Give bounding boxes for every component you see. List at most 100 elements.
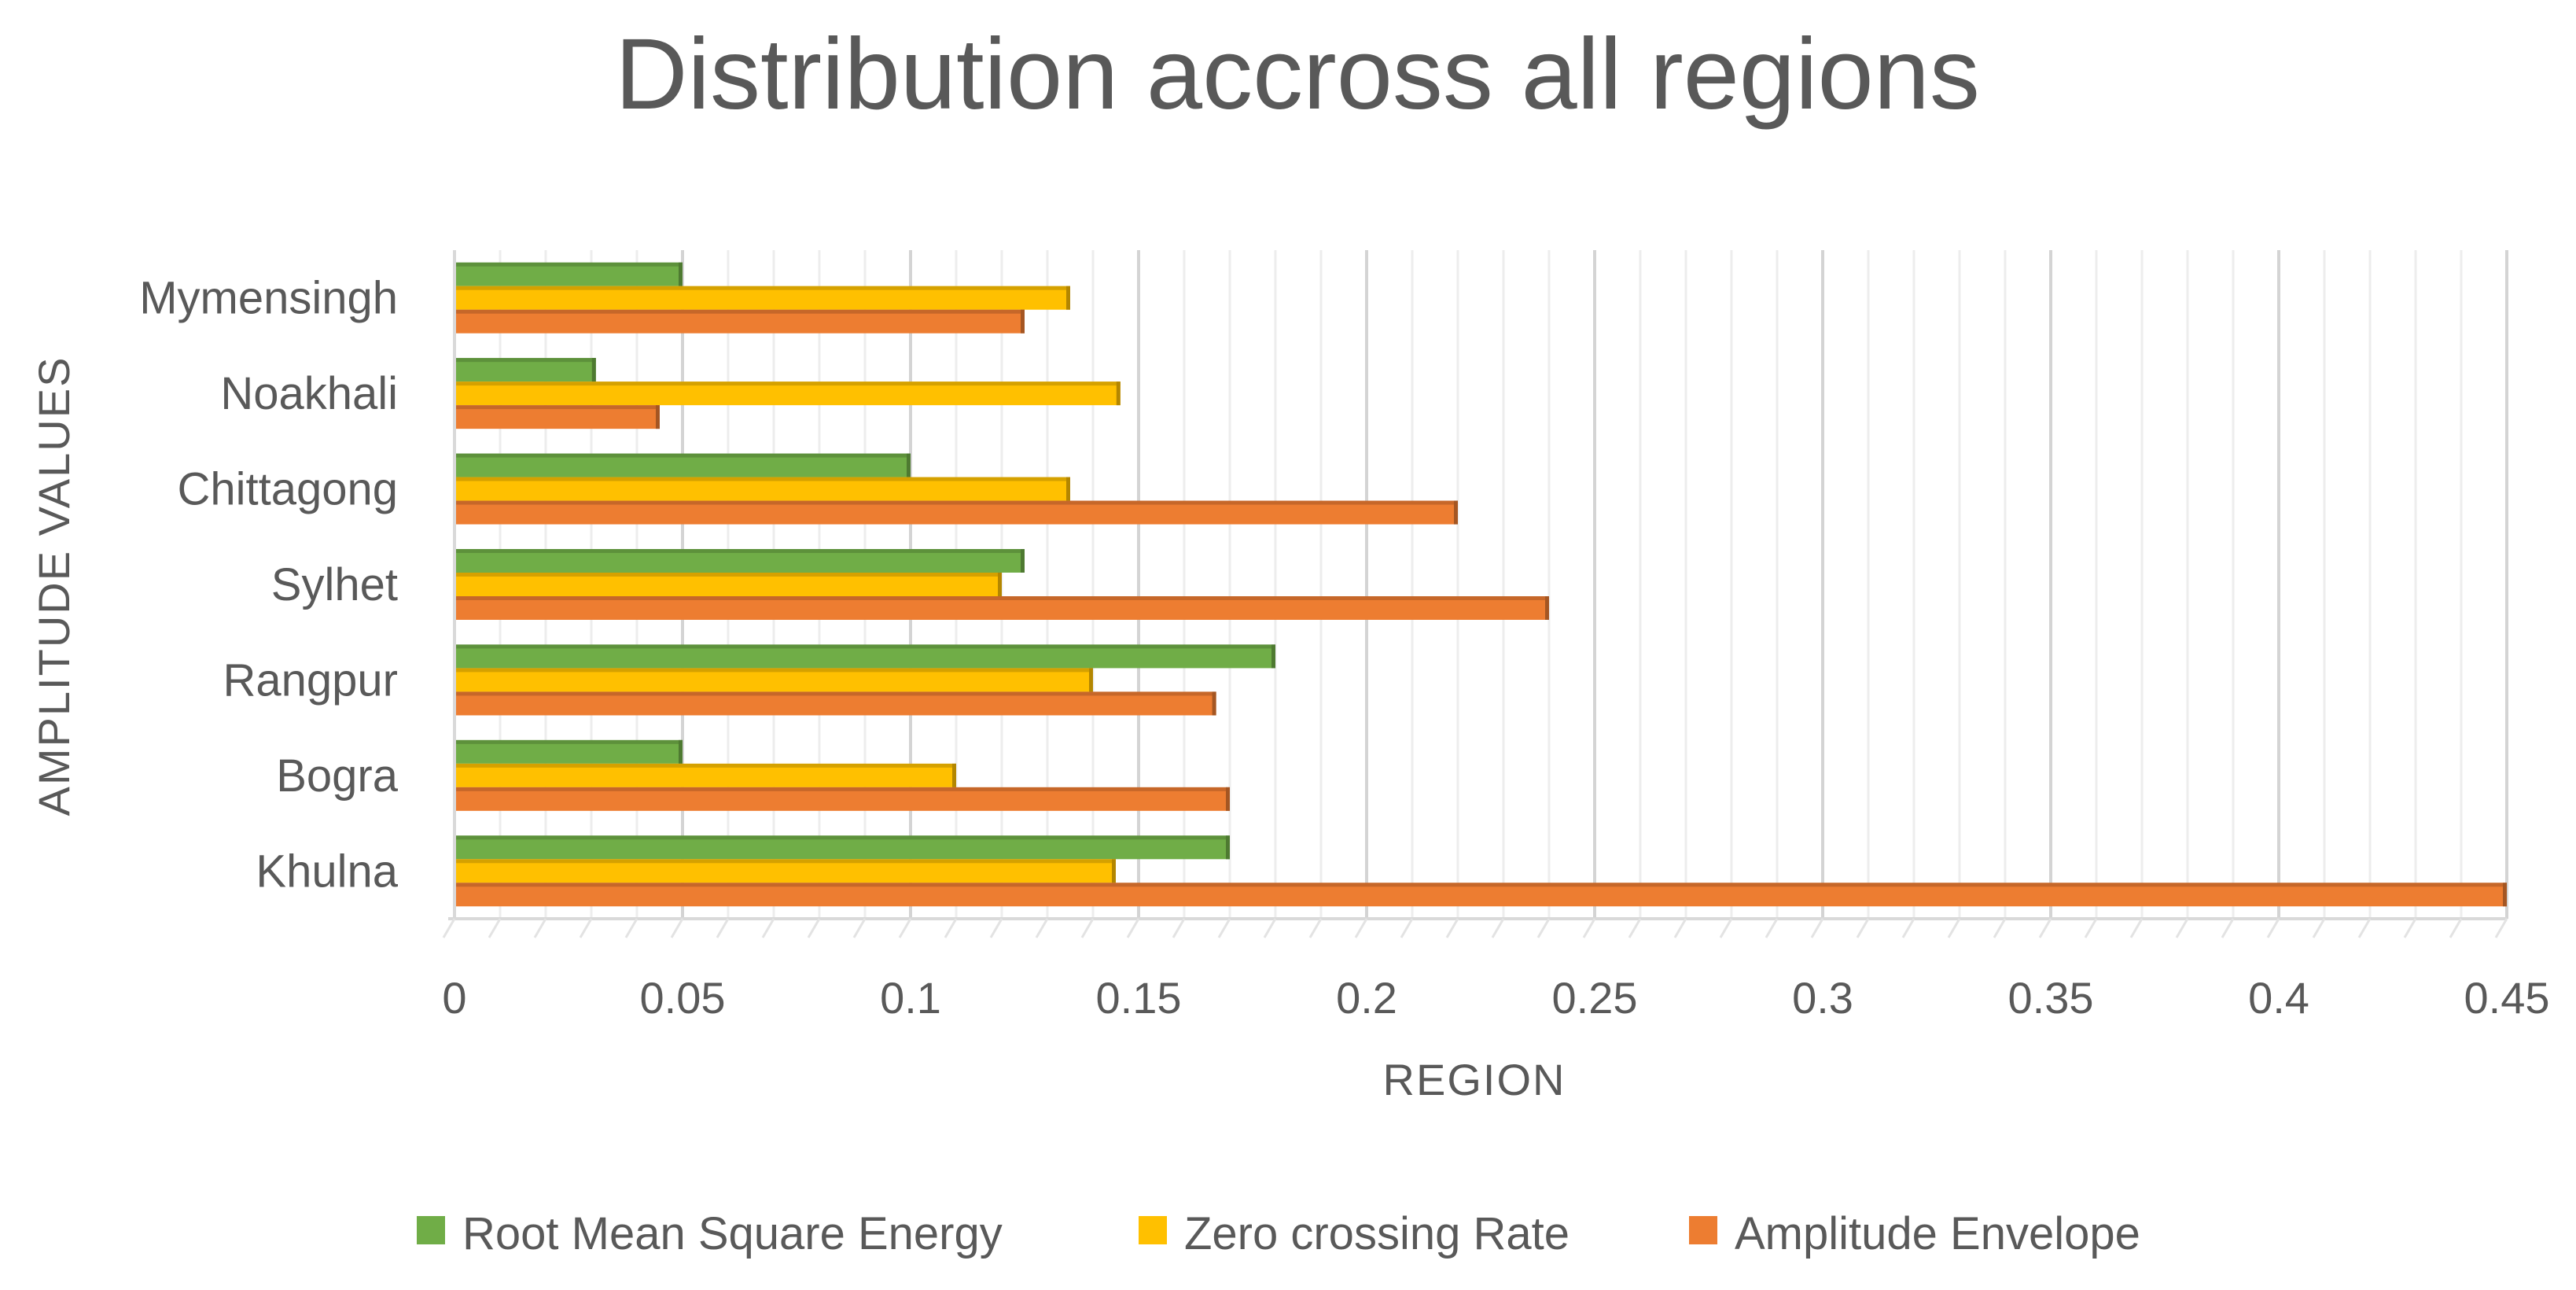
floor-hatch [1947, 918, 1961, 938]
bar-end-cap [1116, 381, 1121, 406]
bar-zero-crossing-rate-noakhali [454, 381, 1121, 406]
bar-end-cap [1089, 668, 1093, 692]
floor-hatch [1263, 918, 1277, 938]
x-tick-label: 0.15 [1096, 973, 1182, 1023]
floor-hatch [1445, 918, 1459, 938]
bar-top-edge [454, 286, 1070, 290]
x-tick-label: 0.05 [640, 973, 726, 1023]
bars [454, 262, 2507, 907]
bar-top-edge [454, 763, 956, 768]
bar-amplitude-envelope-noakhali [454, 405, 660, 429]
bar-root-mean-square-energy-mymensingh [454, 262, 683, 286]
bar-end-cap [1021, 549, 1025, 573]
floor-hatch [1491, 918, 1505, 938]
bar-end-cap [679, 739, 683, 764]
floor-hatch [2084, 918, 2098, 938]
x-tick-label: 0.25 [1552, 973, 1638, 1023]
bar-end-cap [1021, 309, 1025, 334]
bar-end-cap [907, 453, 911, 477]
bar-top-edge [454, 883, 2507, 887]
floor-hatch [1856, 918, 1870, 938]
floor-hatch [2221, 918, 2235, 938]
legend-swatch [417, 1216, 445, 1244]
bar-top-edge [454, 835, 1230, 840]
bar-end-cap [1271, 644, 1275, 669]
bar-root-mean-square-energy-noakhali [454, 358, 596, 382]
bar-top-edge [454, 787, 1230, 791]
chart-title: Distribution accross all regions [615, 18, 1980, 131]
floor-hatch [579, 918, 593, 938]
floor-hatch [1308, 918, 1323, 938]
bar-top-edge [454, 739, 683, 744]
bar-zero-crossing-rate-sylhet [454, 573, 1002, 596]
bar-end-cap [1226, 787, 1230, 811]
bar-amplitude-envelope-rangpur [454, 691, 1216, 716]
legend-item-zero-crossing-rate: Zero crossing Rate [1139, 1208, 1570, 1259]
bar-end-cap [656, 405, 660, 429]
bar-end-cap [952, 763, 956, 787]
bar-end-cap [1545, 596, 1549, 620]
bar-zero-crossing-rate-mymensingh [454, 286, 1070, 310]
x-tick-label: 0.35 [2008, 973, 2094, 1023]
floor-hatch [2175, 918, 2189, 938]
bar-top-edge [454, 691, 1216, 696]
category-label: Mymensingh [139, 273, 398, 324]
bar-top-edge [454, 573, 1002, 577]
category-label: Khulna [256, 846, 398, 897]
bar-top-edge [454, 381, 1121, 386]
category-label: Bogra [276, 750, 399, 802]
legend-label: Amplitude Envelope [1735, 1208, 2140, 1259]
category-label: Sylhet [271, 559, 398, 610]
bar-end-cap [679, 262, 683, 286]
x-tick-label: 0.3 [1792, 973, 1853, 1023]
bar-end-cap [1454, 500, 1458, 525]
floor-hatch [761, 918, 775, 938]
floor-hatch [1582, 918, 1596, 938]
bar-top-edge [454, 596, 1549, 600]
bar-zero-crossing-rate-bogra [454, 763, 956, 787]
floor-hatch [2038, 918, 2052, 938]
y-axis-title: AMPLITUDE VALUES [29, 356, 79, 816]
floor-hatch [2129, 918, 2144, 938]
floor-hatch [1354, 918, 1368, 938]
bar-amplitude-envelope-bogra [454, 787, 1230, 811]
floor-hatch [1628, 918, 1642, 938]
bar-top-edge [454, 477, 1070, 481]
x-tick-label: 0.1 [880, 973, 941, 1023]
bar-end-cap [591, 358, 596, 382]
floor-hatch [1217, 918, 1231, 938]
x-tick-label: 0.2 [1336, 973, 1397, 1023]
bar-top-edge [454, 309, 1025, 314]
legend-swatch [1689, 1216, 1717, 1244]
bar-end-cap [2503, 883, 2507, 907]
bar-root-mean-square-energy-bogra [454, 739, 683, 764]
floor-hatch [533, 918, 547, 938]
floor-hatch [2449, 918, 2463, 938]
floor-hatch [1172, 918, 1186, 938]
bar-root-mean-square-energy-khulna [454, 835, 1230, 860]
floor-hatch [852, 918, 867, 938]
x-tick-label: 0 [442, 973, 466, 1023]
bar-amplitude-envelope-chittagong [454, 500, 1458, 525]
floor-hatch [898, 918, 912, 938]
bar-top-edge [454, 644, 1275, 649]
floor-hatch [989, 918, 1003, 938]
floor-hatch [1126, 918, 1140, 938]
category-label: Rangpur [223, 654, 398, 706]
floor-hatch [1536, 918, 1551, 938]
bar-zero-crossing-rate-rangpur [454, 668, 1093, 692]
bar-root-mean-square-energy-chittagong [454, 453, 911, 477]
bar-amplitude-envelope-mymensingh [454, 309, 1025, 334]
bar-root-mean-square-energy-rangpur [454, 644, 1275, 669]
floor-hatch [807, 918, 821, 938]
floor-hatch [716, 918, 730, 938]
bar-end-cap [1066, 286, 1070, 310]
category-label: Noakhali [220, 368, 398, 419]
x-tick-label: 0.45 [2464, 973, 2550, 1023]
floor-hatch [1765, 918, 1779, 938]
floor-hatch [2266, 918, 2280, 938]
bar-end-cap [1212, 691, 1216, 716]
floor-hatch [1035, 918, 1049, 938]
floor-hatch [488, 918, 502, 938]
